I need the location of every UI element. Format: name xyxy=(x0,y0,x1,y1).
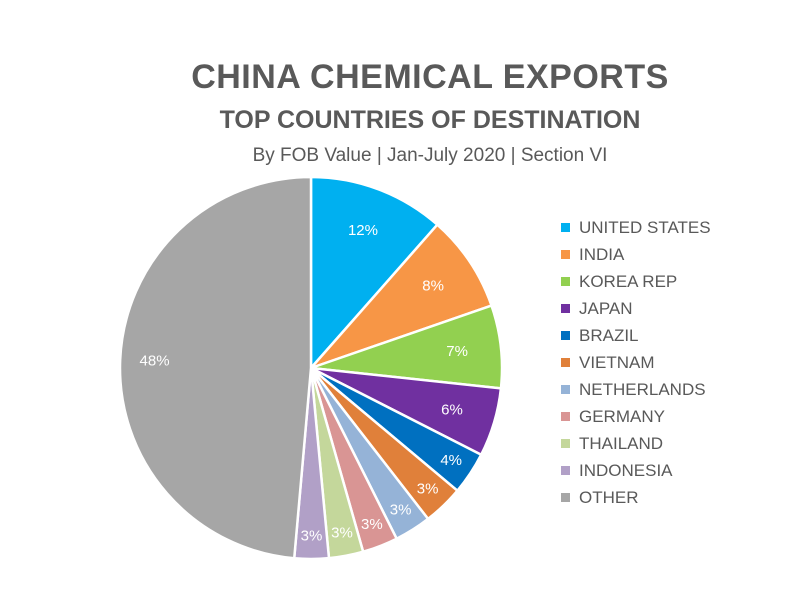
legend-swatch xyxy=(561,358,570,367)
legend-item-netherlands: NETHERLANDS xyxy=(561,376,711,403)
legend-item-germany: GERMANY xyxy=(561,403,711,430)
legend-item-united-states: UNITED STATES xyxy=(561,214,711,241)
data-label-germany: 3% xyxy=(361,516,383,533)
legend-label: GERMANY xyxy=(579,406,665,426)
legend-label: UNITED STATES xyxy=(579,217,711,237)
data-label-japan: 6% xyxy=(441,401,463,418)
data-label-india: 8% xyxy=(422,278,444,295)
legend-swatch xyxy=(561,250,570,259)
chart-subtitle: TOP COUNTRIES OF DESTINATION xyxy=(219,106,641,134)
pie-slice-india xyxy=(309,223,493,370)
chart-title: CHINA CHEMICAL EXPORTS xyxy=(191,58,669,96)
legend-item-vietnam: VIETNAM xyxy=(561,349,711,376)
data-label-indonesia: 3% xyxy=(301,528,323,545)
legend-item-indonesia: INDONESIA xyxy=(561,457,711,484)
legend-swatch xyxy=(561,304,570,313)
chart-subtitle-secondary: By FOB Value | Jan-July 2020 | Section V… xyxy=(252,145,608,166)
legend-label: INDONESIA xyxy=(579,460,673,480)
data-label-vietnam: 3% xyxy=(417,481,439,498)
legend-item-thailand: THAILAND xyxy=(561,430,711,457)
legend: UNITED STATES INDIA KOREA REP JAPAN BRAZIL VI… xyxy=(561,214,711,511)
legend-swatch xyxy=(561,223,570,232)
legend-label: JAPAN xyxy=(579,298,633,318)
legend-swatch xyxy=(561,412,570,421)
legend-label: BRAZIL xyxy=(579,325,639,345)
legend-swatch xyxy=(561,385,570,394)
data-label-united-states: 12% xyxy=(348,222,378,239)
legend-swatch xyxy=(561,331,570,340)
legend-label: OTHER xyxy=(579,487,639,507)
legend-swatch xyxy=(561,439,570,448)
data-label-other: 48% xyxy=(140,353,170,370)
legend-item-korea-rep: KOREA REP xyxy=(561,268,711,295)
data-label-brazil: 4% xyxy=(440,452,462,469)
pie-slice-united-states xyxy=(309,175,439,370)
legend-swatch xyxy=(561,493,570,502)
legend-label: THAILAND xyxy=(579,433,664,453)
data-label-netherlands: 3% xyxy=(390,502,412,519)
pie-slice-other xyxy=(118,175,313,560)
legend-label: KOREA REP xyxy=(579,271,678,291)
legend-item-other: OTHER xyxy=(561,484,711,511)
legend-swatch xyxy=(561,277,570,286)
data-label-korea-rep: 7% xyxy=(446,343,468,360)
legend-swatch xyxy=(561,466,570,475)
legend-item-india: INDIA xyxy=(561,241,711,268)
legend-label: VIETNAM xyxy=(579,352,655,372)
legend-item-japan: JAPAN xyxy=(561,295,711,322)
legend-item-brazil: BRAZIL xyxy=(561,322,711,349)
legend-label: NETHERLANDS xyxy=(579,379,706,399)
legend-label: INDIA xyxy=(579,244,625,264)
data-label-thailand: 3% xyxy=(331,525,353,542)
